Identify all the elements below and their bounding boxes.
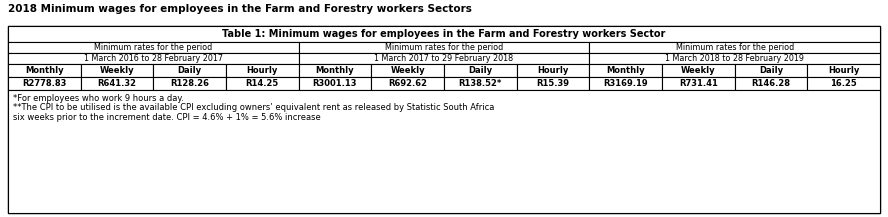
Bar bbox=[81, 64, 154, 77]
Text: 1 March 2018 to 28 February 2019: 1 March 2018 to 28 February 2019 bbox=[665, 54, 805, 63]
Text: R3001.13: R3001.13 bbox=[313, 79, 357, 88]
Bar bbox=[8, 26, 880, 213]
Text: Hourly: Hourly bbox=[247, 66, 278, 75]
Text: Daily: Daily bbox=[468, 66, 492, 75]
Bar bbox=[517, 77, 590, 90]
Text: Monthly: Monthly bbox=[607, 66, 645, 75]
Text: **The CPI to be utilised is the available CPI excluding owners’ equivalent rent : **The CPI to be utilised is the availabl… bbox=[13, 104, 495, 112]
Text: R138.52*: R138.52* bbox=[458, 79, 502, 88]
Bar bbox=[807, 64, 880, 77]
Text: 1 March 2016 to 28 February 2017: 1 March 2016 to 28 February 2017 bbox=[83, 54, 223, 63]
Text: R146.28: R146.28 bbox=[751, 79, 790, 88]
Bar bbox=[226, 64, 298, 77]
Text: Daily: Daily bbox=[178, 66, 202, 75]
Text: Daily: Daily bbox=[759, 66, 783, 75]
Text: Hourly: Hourly bbox=[537, 66, 568, 75]
Bar bbox=[662, 77, 734, 90]
Bar bbox=[734, 64, 807, 77]
Bar bbox=[298, 53, 590, 64]
Bar bbox=[444, 77, 517, 90]
Bar bbox=[662, 64, 734, 77]
Text: 16.25: 16.25 bbox=[830, 79, 857, 88]
Text: Weekly: Weekly bbox=[681, 66, 716, 75]
Bar bbox=[8, 90, 880, 213]
Text: R731.41: R731.41 bbox=[679, 79, 718, 88]
Text: 2018 Minimum wages for employees in the Farm and Forestry workers Sectors: 2018 Minimum wages for employees in the … bbox=[8, 4, 472, 14]
Bar bbox=[371, 64, 444, 77]
Text: Weekly: Weekly bbox=[99, 66, 134, 75]
Text: R641.32: R641.32 bbox=[98, 79, 137, 88]
Text: Monthly: Monthly bbox=[316, 66, 354, 75]
Text: R2778.83: R2778.83 bbox=[22, 79, 67, 88]
Text: R3169.19: R3169.19 bbox=[603, 79, 648, 88]
Bar bbox=[517, 64, 590, 77]
Bar bbox=[8, 26, 880, 42]
Text: R15.39: R15.39 bbox=[536, 79, 569, 88]
Bar bbox=[8, 64, 81, 77]
Bar bbox=[298, 42, 590, 53]
Bar bbox=[734, 77, 807, 90]
Bar bbox=[298, 77, 371, 90]
Bar bbox=[154, 64, 226, 77]
Text: R14.25: R14.25 bbox=[246, 79, 279, 88]
Text: R128.26: R128.26 bbox=[170, 79, 210, 88]
Text: *For employees who work 9 hours a day.: *For employees who work 9 hours a day. bbox=[13, 94, 184, 103]
Text: Minimum rates for the period: Minimum rates for the period bbox=[385, 43, 503, 52]
Bar bbox=[590, 77, 662, 90]
Bar bbox=[590, 64, 662, 77]
Text: Table 1: Minimum wages for employees in the Farm and Forestry workers Sector: Table 1: Minimum wages for employees in … bbox=[222, 29, 666, 39]
Text: Weekly: Weekly bbox=[391, 66, 425, 75]
Bar bbox=[154, 77, 226, 90]
Bar bbox=[8, 53, 298, 64]
Bar bbox=[371, 77, 444, 90]
Text: R692.62: R692.62 bbox=[388, 79, 427, 88]
Bar bbox=[590, 42, 880, 53]
Text: Monthly: Monthly bbox=[25, 66, 64, 75]
Text: 1 March 2017 to 29 February 2018: 1 March 2017 to 29 February 2018 bbox=[375, 54, 513, 63]
Bar bbox=[8, 42, 298, 53]
Bar bbox=[444, 64, 517, 77]
Text: Minimum rates for the period: Minimum rates for the period bbox=[94, 43, 212, 52]
Text: Hourly: Hourly bbox=[828, 66, 860, 75]
Bar bbox=[590, 53, 880, 64]
Bar bbox=[81, 77, 154, 90]
Bar bbox=[298, 64, 371, 77]
Bar bbox=[807, 77, 880, 90]
Bar bbox=[8, 77, 81, 90]
Text: Minimum rates for the period: Minimum rates for the period bbox=[676, 43, 794, 52]
Text: six weeks prior to the increment date. CPI = 4.6% + 1% = 5.6% increase: six weeks prior to the increment date. C… bbox=[13, 113, 321, 122]
Bar bbox=[226, 77, 298, 90]
